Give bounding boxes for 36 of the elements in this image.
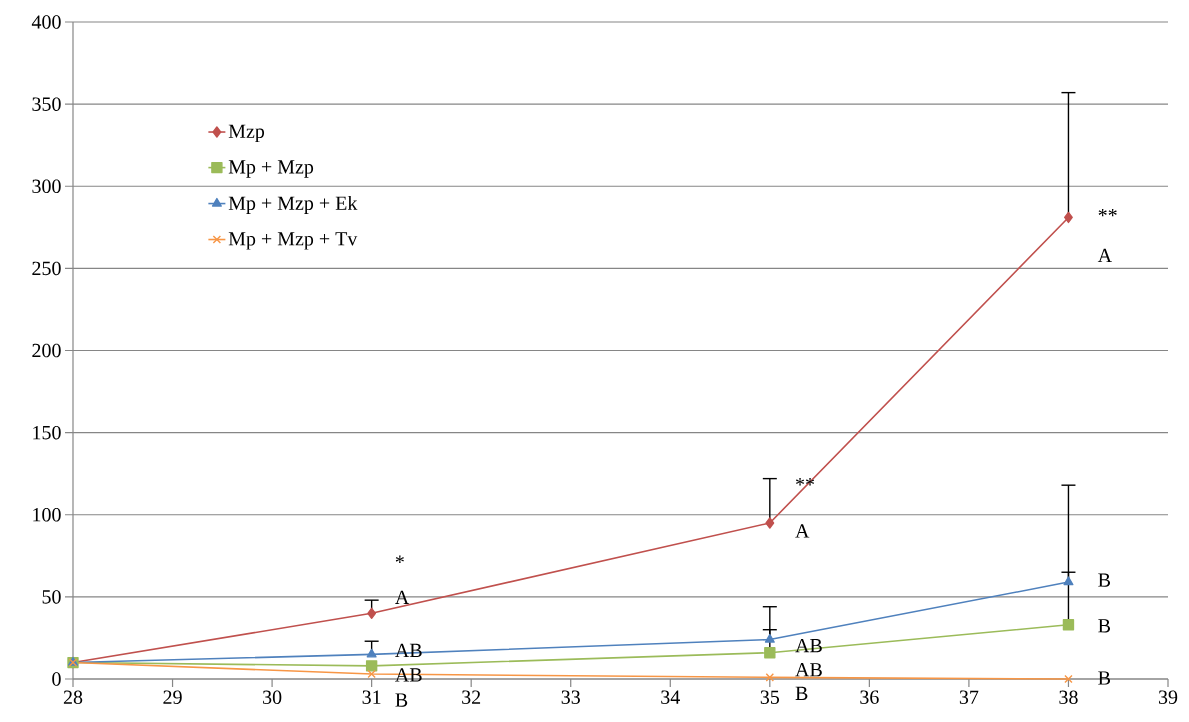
- x-tick-label: 37: [959, 690, 979, 704]
- x-tick-label: 39: [1158, 690, 1178, 704]
- x-tick-label: 33: [561, 690, 580, 704]
- annotation: B: [1098, 671, 1111, 685]
- legend-label: Mp + Mzp: [228, 160, 314, 178]
- x-tick-label: 31: [362, 690, 381, 704]
- annotation: B: [395, 693, 408, 707]
- x-tick-label: 28: [63, 690, 83, 705]
- annotation: B: [795, 686, 808, 700]
- x-tick-label: 29: [163, 690, 182, 704]
- y-tick-label: 250: [32, 261, 61, 276]
- y-tick-label: 300: [32, 179, 61, 193]
- legend-label: Mzp: [228, 124, 265, 143]
- y-tick-label: 200: [32, 343, 61, 358]
- legend-label: Mp + Mzp + Tv: [228, 232, 358, 250]
- y-tick-label: 100: [33, 508, 61, 522]
- annotation: B: [1098, 619, 1111, 633]
- y-tick-label: 150: [33, 425, 61, 440]
- y-tick-label: 0: [52, 672, 61, 686]
- annotation: A: [1097, 248, 1112, 263]
- y-tick-label: 50: [42, 590, 61, 604]
- y-tick-label: 400: [31, 15, 61, 29]
- x-tick-label: 35: [760, 690, 780, 704]
- annotation: A: [795, 524, 810, 538]
- annotation: AB: [795, 663, 822, 677]
- annotation: A: [395, 590, 410, 604]
- annotation: B: [1098, 573, 1111, 587]
- annotation: *: [395, 555, 404, 563]
- x-tick-label: 36: [860, 690, 879, 704]
- x-tick-label: 34: [661, 690, 680, 704]
- annotation: **: [1098, 208, 1117, 217]
- y-tick-label: 350: [32, 97, 61, 111]
- x-tick-label: 32: [462, 690, 481, 704]
- x-tick-label: 38: [1059, 690, 1078, 705]
- legend-label: Mp + Mzp + Ek: [228, 195, 358, 215]
- x-tick-label: 30: [263, 690, 282, 705]
